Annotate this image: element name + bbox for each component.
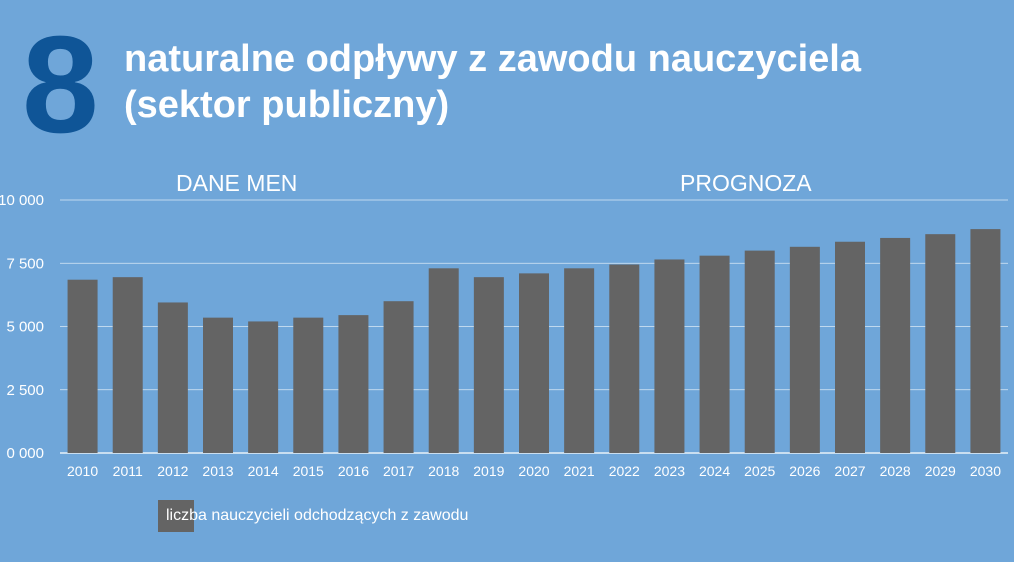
x-tick-label: 2013 [202,463,233,479]
bar-2030 [970,229,1001,453]
bar-2010 [67,279,98,453]
x-tick-label: 2028 [880,463,911,479]
x-tick-label: 2015 [293,463,324,479]
x-tick-label: 2016 [338,463,369,479]
chart-number: 8 [22,8,99,162]
x-tick-label: 2024 [699,463,730,479]
bar-2011 [112,277,143,453]
bar-2023 [654,259,685,453]
x-tick-label: 2012 [157,463,188,479]
bar-2028 [880,237,911,453]
x-tick-label: 2025 [744,463,775,479]
bar-2029 [925,234,956,453]
y-tick-label: 5 000 [6,319,44,336]
bar-2018 [428,268,459,453]
x-tick-label: 2029 [925,463,956,479]
y-tick-label: 10 000 [0,192,44,209]
legend: liczba nauczycieli odchodzących z zawodu [158,500,468,532]
bar-2021 [564,268,595,453]
bar-2020 [519,273,549,453]
x-tick-label: 2030 [970,463,1001,479]
x-tick-label: 2026 [789,463,820,479]
y-tick-label: 7 500 [6,255,44,272]
x-tick-label: 2021 [564,463,595,479]
legend-label: liczba nauczycieli odchodzących z zawodu [166,507,469,524]
bar-2026 [789,246,820,453]
x-tick-label: 2014 [248,463,279,479]
title-line-1: naturalne odpływy z zawodu nauczyciela [124,38,861,80]
bar-2015 [293,317,324,453]
page-title: naturalne odpływy z zawodu nauczyciela (… [124,36,861,128]
bar-2024 [699,255,730,453]
bar-2016 [338,315,369,453]
title-line-2: (sektor publiczny) [124,84,450,126]
bar-2017 [383,301,414,453]
x-tick-label: 2023 [654,463,685,479]
x-tick-label: 2010 [67,463,98,479]
forecast-section-label: PROGNOZA [680,170,812,196]
y-tick-label: 0 000 [6,445,44,462]
x-tick-label: 2018 [428,463,459,479]
x-tick-label: 2020 [518,463,549,479]
legend-swatch [158,500,194,532]
x-tick-label: 2022 [609,463,640,479]
y-tick-label: 2 500 [6,382,44,399]
historical-section-label: DANE MEN [176,170,298,196]
x-tick-label: 2027 [834,463,865,479]
x-tick-label: 2011 [113,463,143,479]
bar-2027 [835,241,865,453]
bar-2012 [157,302,188,453]
bar-2025 [744,250,775,453]
x-tick-label: 2017 [383,463,414,479]
bar-2014 [248,321,279,453]
x-tick-label: 2019 [473,463,504,479]
bar-2019 [473,277,504,453]
bar-2022 [609,264,640,453]
bar-2013 [203,317,233,453]
